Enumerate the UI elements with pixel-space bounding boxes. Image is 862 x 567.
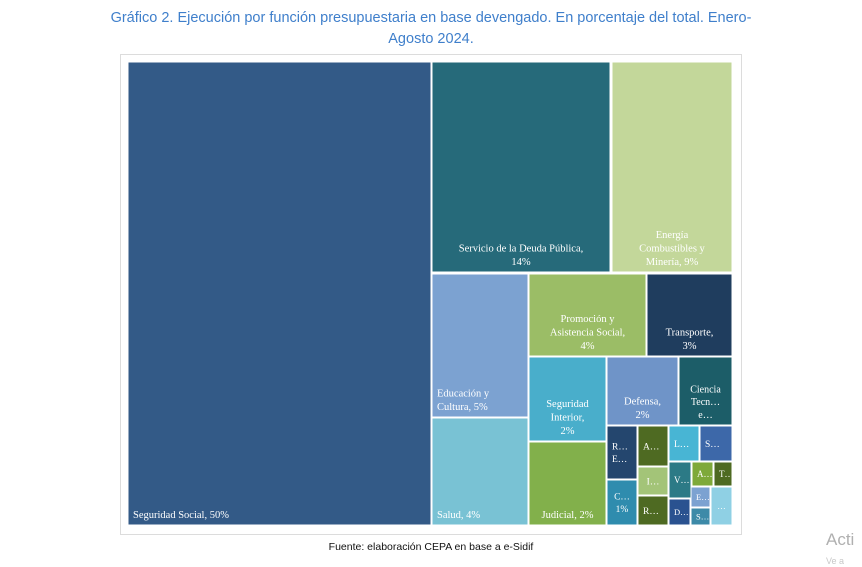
tile-label-line: T… [719, 469, 734, 479]
chart-frame: Seguridad Social, 50% Servicio de la Deud… [120, 54, 742, 535]
tile-label-s06: V… [674, 475, 690, 485]
tile-label-s02: A… [643, 442, 659, 452]
tile-label-salud: Salud, 4% [437, 510, 480, 521]
tile-label-promocion: Promoción y Asistencia Social, 4% [550, 314, 625, 352]
tile-label-line: E… [612, 455, 627, 465]
tile-label-s05: I… [647, 477, 660, 487]
tile-label-line: A… [643, 442, 659, 452]
chart-title: Gráfico 2. Ejecución por función presupu… [110, 10, 752, 47]
tile-label-line: E… [696, 492, 710, 502]
tile-s13 [690, 507, 711, 526]
tile-label-line: 2% [636, 410, 650, 421]
tile-label-line: Ciencia [690, 384, 721, 395]
tile-label-line: Promoción y [561, 314, 616, 325]
tile-label-judicial: Judicial, 2% [542, 510, 594, 521]
tile-label-s01: R… E… [612, 443, 628, 465]
tile-label-s13: S… [696, 511, 709, 521]
tile-label-transporte: Transporte, 3% [666, 328, 714, 352]
tile-defensa [606, 356, 679, 426]
tile-label-line: S… [696, 511, 709, 521]
tile-label-line: 3% [683, 341, 697, 352]
tile-label-line: 4% [581, 341, 595, 352]
tile-judicial [528, 441, 607, 526]
tile-label-line: 2% [561, 426, 575, 437]
tile-label-seguridad-social: Seguridad Social, 50% [133, 510, 229, 521]
tile-label-s09: C… 1% [614, 493, 630, 515]
activation-watermark-sub: Ve a [826, 556, 845, 566]
tile-label-line: R… [612, 443, 628, 453]
tile-label-line: V… [674, 475, 690, 485]
tile-servicio-deuda [431, 61, 611, 273]
treemap-chart: Seguridad Social, 50% Servicio de la Deud… [127, 61, 734, 526]
tile-label-line: Interior, [551, 413, 585, 424]
tile-label-line: e… [698, 410, 712, 421]
tile-s07 [691, 461, 714, 487]
tile-label-line: … [717, 501, 726, 511]
tile-label-line: C… [614, 493, 630, 503]
tile-label-s14: … [717, 501, 726, 511]
tile-label-s04: S… [705, 440, 720, 450]
chart-source-note: Fuente: elaboración CEPA en base a e-Sid… [328, 541, 534, 553]
tile-s14 [710, 486, 733, 526]
tile-label-line: Seguridad [546, 399, 589, 410]
tile-label-defensa: Defensa, 2% [624, 397, 661, 421]
tile-label-s12: E… [696, 492, 710, 502]
tile-label-line: 14% [511, 257, 531, 268]
tile-label-s03: L… [674, 440, 689, 450]
tile-label-line: Cultura, 5% [437, 402, 488, 413]
tile-s04 [699, 425, 733, 462]
tile-s12 [690, 486, 711, 508]
tile-label-s11: D… [674, 507, 689, 517]
tile-label-s07: A… [697, 469, 713, 479]
tile-label-seguridad-interior: Seguridad Interior, 2% [546, 399, 589, 437]
tile-seguridad-interior [528, 356, 607, 442]
tile-label-line: R… [643, 507, 659, 517]
tile-label-s08: T… [719, 469, 734, 479]
tile-label-line: I… [647, 477, 660, 487]
tile-label-line: Judicial, 2% [542, 510, 594, 521]
tile-label-line: Educación y [437, 389, 490, 400]
tile-label-educacion: Educación y Cultura, 5% [437, 389, 490, 413]
tile-label-line: Salud, 4% [437, 510, 480, 521]
tile-ciencia [678, 356, 733, 426]
tile-label-line: 1% [616, 505, 629, 515]
activation-watermark: Acti [826, 530, 855, 549]
tile-s10 [637, 495, 669, 526]
tile-label-line: D… [674, 507, 689, 517]
tile-label-line: Seguridad Social, 50% [133, 510, 229, 521]
tile-salud [431, 417, 529, 526]
tile-label-line: Energía [656, 230, 689, 241]
tile-s05 [637, 466, 669, 496]
tile-s01 [606, 425, 638, 480]
tile-label-s10: R… [643, 507, 659, 517]
tile-energia [611, 61, 733, 273]
tile-seguridad-social [127, 61, 432, 526]
tile-s11 [668, 498, 691, 526]
tile-label-line: Servicio de la Deuda Pública, [459, 244, 584, 255]
tile-label-energia: Energía Combustibles y Minería, 9% [639, 230, 705, 268]
tile-label-line: S… [705, 440, 720, 450]
tile-s08 [713, 461, 733, 487]
tile-label-line: Tecn… [691, 397, 720, 408]
tile-s03 [668, 425, 700, 462]
tile-label-line: A… [697, 469, 713, 479]
tile-s06 [668, 461, 692, 499]
tile-educacion [431, 273, 529, 418]
tile-label-line: Minería, 9% [646, 257, 699, 268]
tile-label-line: L… [674, 440, 689, 450]
tile-s02 [637, 425, 669, 467]
tile-label-line: Defensa, [624, 397, 661, 408]
tile-s09 [606, 479, 638, 526]
tile-label-line: Transporte, [666, 328, 714, 339]
tile-label-servicio-deuda: Servicio de la Deuda Pública, 14% [459, 244, 584, 268]
tile-transporte [646, 273, 733, 357]
tile-label-line: Asistencia Social, [550, 328, 625, 339]
tile-label-ciencia: Ciencia Tecn… e… [690, 384, 721, 421]
tile-promocion [528, 273, 647, 357]
tile-label-line: Combustibles y [639, 244, 705, 255]
